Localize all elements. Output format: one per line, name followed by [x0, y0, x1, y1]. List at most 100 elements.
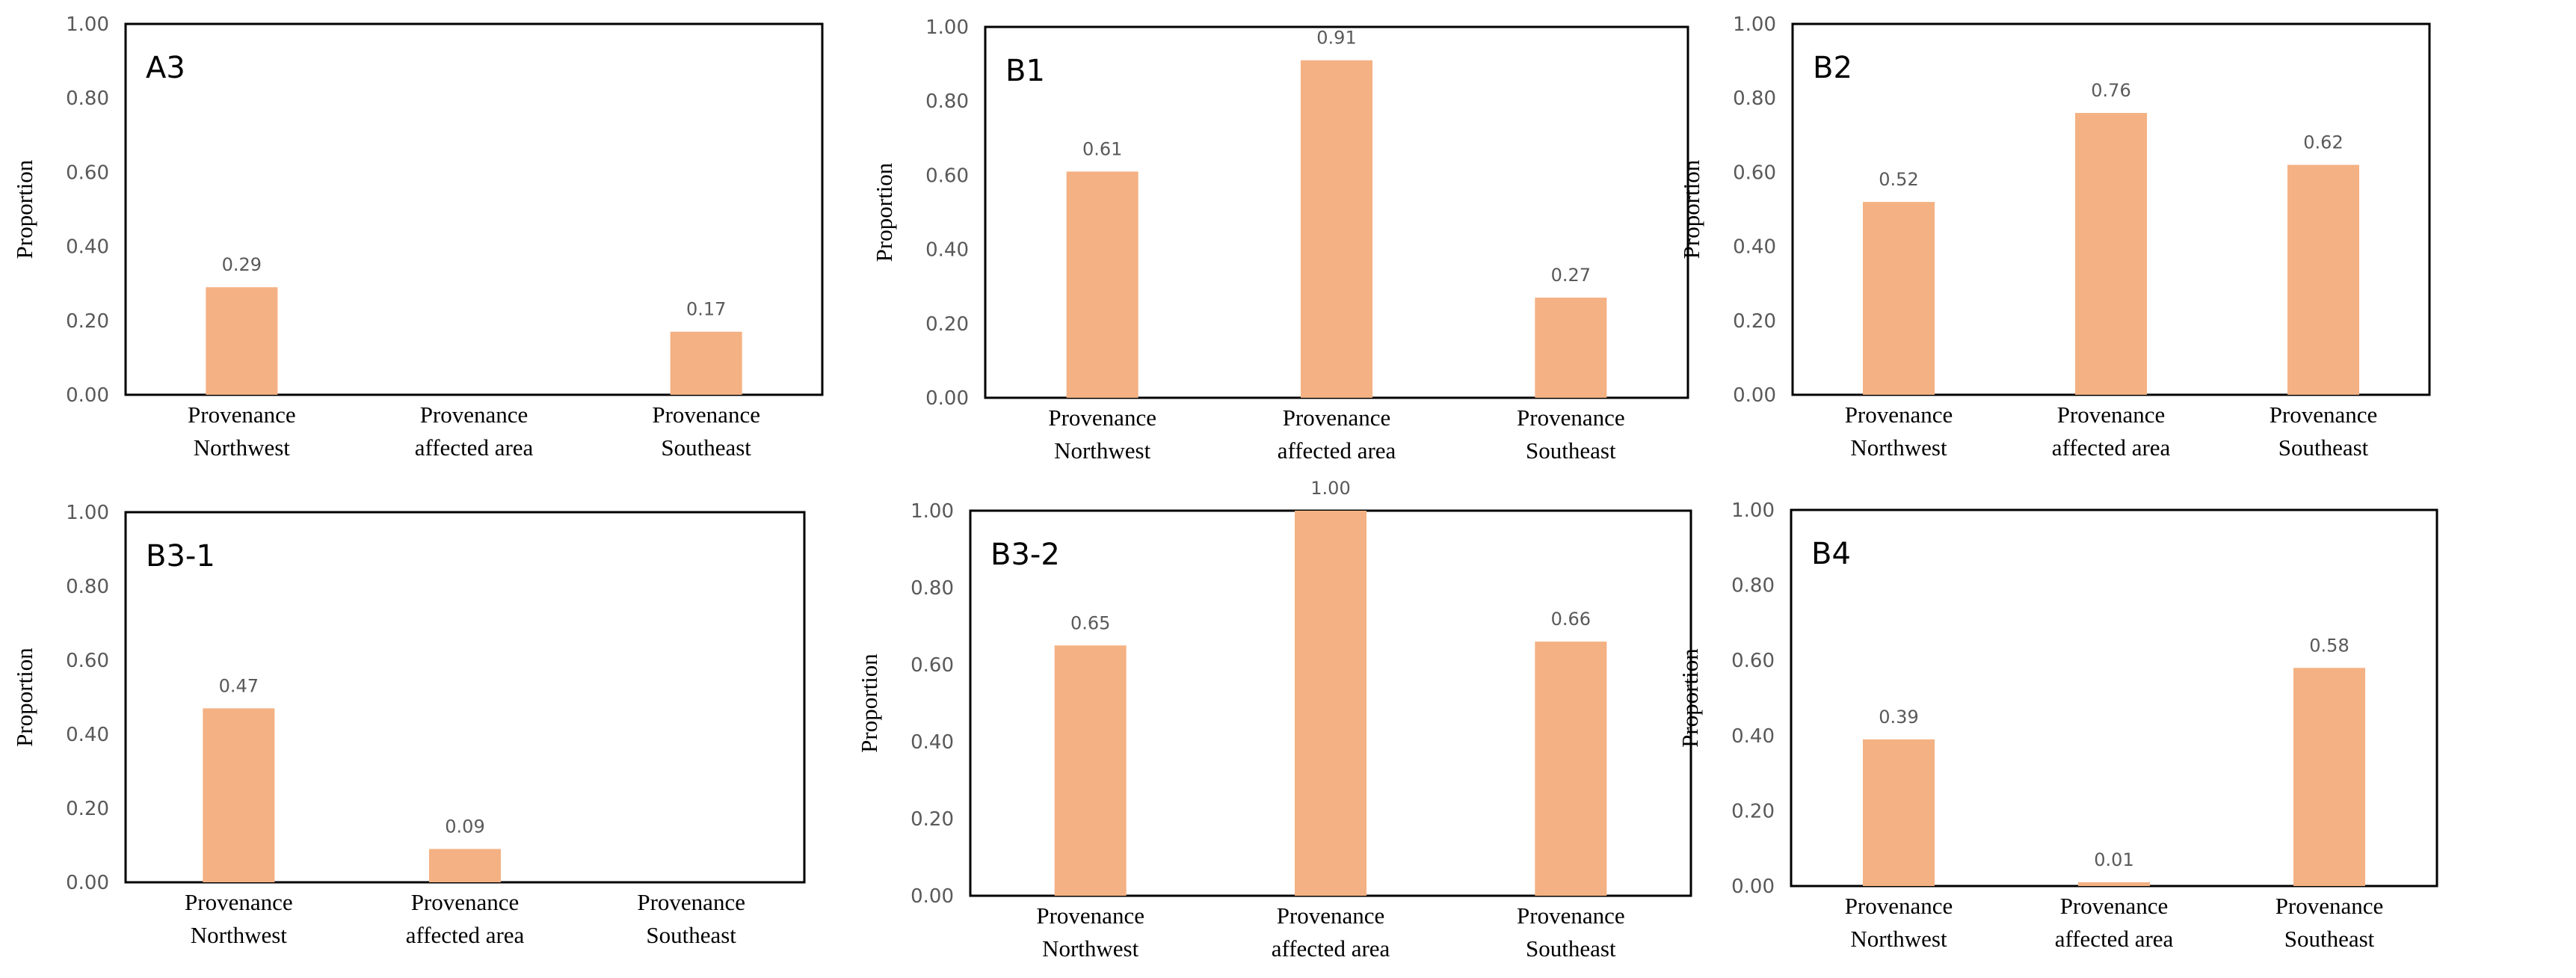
x-category-label: affected area — [2055, 926, 2174, 952]
data-label: 0.58 — [2309, 635, 2349, 656]
panel-label: B3-2 — [990, 538, 1060, 572]
y-tick-label: 0.80 — [1731, 575, 1775, 597]
chart-panel-b3-2: 0.00 0.20 0.40 0.60 0.80 1.00 Proportion B3-2 0.… — [856, 478, 1692, 962]
x-category-label: affected area — [1272, 935, 1390, 962]
x-category-label: Provenance — [1845, 893, 1953, 919]
bar — [1535, 642, 1607, 896]
bar — [2078, 882, 2150, 886]
bar — [1863, 739, 1935, 886]
y-tick-label: 1.00 — [1733, 13, 1776, 36]
bar — [1301, 60, 1372, 398]
y-tick-label: 1.00 — [1731, 499, 1775, 522]
y-tick-label: 0.60 — [66, 162, 109, 184]
x-category-label: Southeast — [2278, 434, 2369, 461]
x-category-label: Provenance — [1517, 405, 1625, 431]
x-category-label: Provenance — [1283, 405, 1391, 431]
x-category-label: Provenance — [1845, 402, 1953, 428]
bar — [206, 287, 278, 395]
chart-panel-b2: 0.00 0.20 0.40 0.60 0.80 1.00 Proportion B2 0.52… — [1678, 13, 2431, 461]
y-tick-label: 0.20 — [1731, 800, 1775, 822]
x-category-label: Provenance — [2057, 402, 2166, 428]
y-tick-label: 0.80 — [1733, 87, 1776, 110]
y-tick-label: 1.00 — [910, 500, 954, 523]
y-tick-label: 1.00 — [66, 13, 109, 36]
x-category-label: Southeast — [1526, 935, 1616, 962]
bar — [1535, 298, 1607, 398]
y-tick-label: 0.40 — [1733, 236, 1776, 259]
x-category-label: Provenance — [1036, 902, 1144, 929]
y-tick-label: 0.60 — [1733, 162, 1776, 184]
y-tick-label: 0.40 — [66, 724, 109, 746]
x-category-label: Provenance — [411, 889, 520, 915]
x-category-label: Provenance — [2060, 893, 2169, 919]
y-tick-label: 0.00 — [1731, 876, 1775, 898]
bar — [1066, 171, 1138, 398]
x-category-label: Northwest — [1850, 926, 1947, 952]
x-category-label: Northwest — [1042, 935, 1139, 962]
panel-label: B1 — [1005, 54, 1045, 88]
y-tick-label: 0.20 — [66, 310, 109, 333]
data-label: 0.01 — [2094, 849, 2133, 870]
x-category-label: Northwest — [1850, 434, 1947, 461]
x-category-label: Provenance — [1048, 405, 1156, 431]
panel-label: B3-1 — [146, 539, 215, 573]
data-label: 0.91 — [1316, 28, 1356, 49]
data-label: 0.61 — [1082, 138, 1122, 159]
y-axis-title: Proportion — [11, 648, 37, 747]
x-category-label: Northwest — [194, 434, 291, 461]
x-category-label: Provenance — [2270, 402, 2378, 428]
y-tick-label: 0.40 — [66, 236, 109, 259]
data-label: 0.65 — [1070, 612, 1110, 633]
y-tick-label: 0.20 — [910, 808, 954, 831]
data-label: 0.47 — [219, 675, 259, 696]
data-label: 0.29 — [222, 254, 262, 275]
data-label: 0.17 — [686, 299, 726, 320]
data-label: 0.66 — [1551, 609, 1591, 630]
y-tick-label: 1.00 — [66, 502, 109, 524]
y-tick-label: 0.00 — [1733, 384, 1776, 407]
bar — [1295, 511, 1366, 896]
y-axis-title: Proportion — [1678, 159, 1704, 259]
y-tick-label: 0.60 — [925, 164, 969, 187]
x-category-label: Northwest — [191, 922, 288, 948]
bar — [203, 708, 275, 882]
y-tick-label: 0.60 — [1731, 650, 1775, 672]
chart-panel-b1: 0.00 0.20 0.40 0.60 0.80 1.00 Proportion B1 0.61… — [871, 16, 1689, 464]
bar — [1054, 645, 1127, 896]
y-tick-label: 0.60 — [66, 650, 109, 672]
chart-panel-a3: 0.00 0.20 0.40 0.60 0.80 1.00 Proportion A3 0.29… — [11, 13, 824, 461]
y-tick-label: 0.80 — [66, 576, 109, 598]
x-category-label: Provenance — [1517, 902, 1625, 929]
y-tick-label: 0.40 — [925, 239, 969, 262]
plot-frame — [124, 22, 824, 396]
x-category-label: affected area — [415, 434, 534, 461]
data-label: 0.09 — [445, 816, 484, 837]
y-tick-label: 0.00 — [925, 387, 969, 410]
y-tick-label: 0.00 — [66, 384, 109, 407]
y-axis-title: Proportion — [871, 162, 897, 262]
y-tick-label: 0.80 — [925, 90, 969, 113]
x-category-label: affected area — [406, 922, 525, 948]
y-tick-label: 0.00 — [910, 885, 954, 908]
bar — [670, 331, 742, 395]
bar — [2287, 164, 2359, 396]
y-axis-title: Proportion — [856, 653, 882, 753]
y-tick-label: 0.20 — [66, 798, 109, 820]
x-category-label: affected area — [1278, 437, 1396, 464]
chart-panel-b4: 0.00 0.20 0.40 0.60 0.80 1.00 Proportion B4 0.39… — [1677, 499, 2438, 952]
panel-label: B2 — [1813, 51, 1852, 85]
y-tick-label: 0.80 — [66, 87, 109, 110]
y-tick-label: 1.00 — [925, 16, 969, 39]
y-axis-title: Proportion — [1677, 648, 1703, 748]
x-category-label: Provenance — [420, 402, 529, 428]
x-category-label: Provenance — [185, 889, 293, 915]
y-tick-label: 0.60 — [910, 654, 954, 677]
data-label: 0.39 — [1879, 707, 1918, 728]
data-label: 0.27 — [1551, 265, 1591, 286]
y-tick-label: 0.40 — [1731, 725, 1775, 748]
bar — [2293, 668, 2365, 886]
panel-label: A3 — [146, 51, 185, 85]
data-label: 0.62 — [2303, 132, 2343, 153]
y-axis-title: Proportion — [11, 159, 37, 259]
